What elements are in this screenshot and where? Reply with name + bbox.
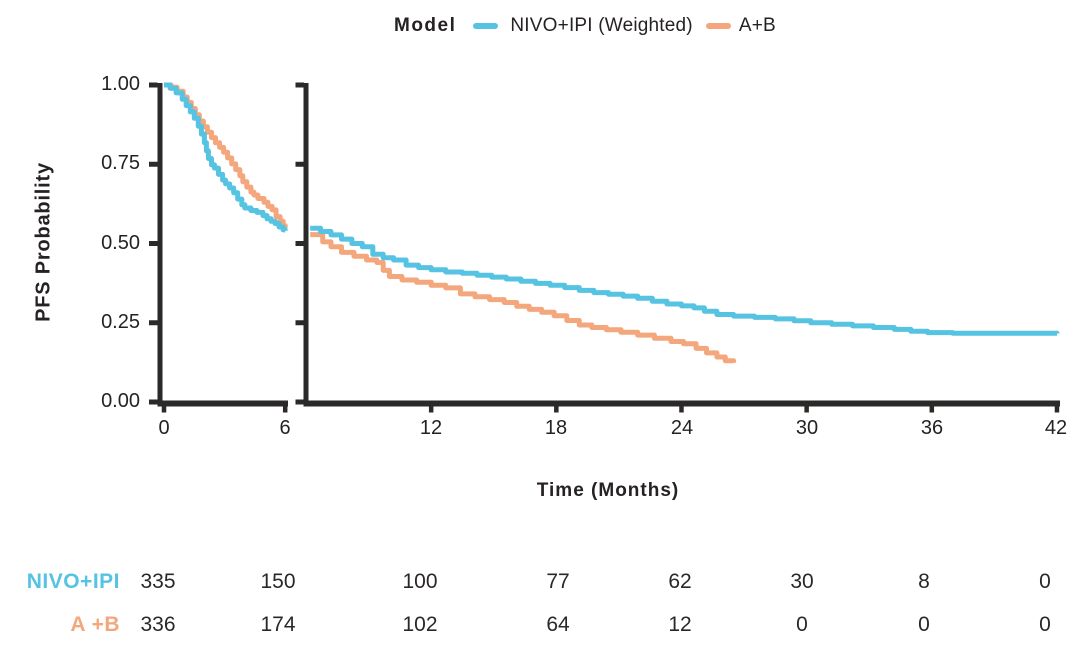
x-tick-12: 12 bbox=[419, 417, 443, 439]
legend: Model NIVO+IPI (Weighted) A+B bbox=[394, 13, 776, 39]
x-tick-24: 24 bbox=[670, 417, 694, 439]
legend-swatch-nivo-ipi-icon bbox=[473, 23, 499, 29]
risk-cell: 0 bbox=[1039, 613, 1051, 636]
y-tick-0.50: 0.50 bbox=[101, 232, 140, 254]
legend-title: Model bbox=[394, 15, 457, 36]
risk-cell: 100 bbox=[402, 570, 438, 593]
y-tick-1.00: 1.00 bbox=[101, 73, 140, 95]
x-tick-6: 6 bbox=[279, 417, 291, 439]
risk-cell: 0 bbox=[796, 613, 808, 636]
risk-cell: 30 bbox=[790, 570, 814, 593]
risk-cell: 62 bbox=[668, 570, 692, 593]
x-axis-label: Time (Months) bbox=[536, 480, 680, 501]
legend-swatch-ab-icon bbox=[705, 23, 731, 29]
km-curve-ab-right bbox=[310, 232, 737, 364]
risk-cell: 64 bbox=[546, 613, 570, 636]
legend-label-ab: A+B bbox=[738, 15, 776, 36]
risk-cell: 174 bbox=[260, 613, 296, 636]
km-plot bbox=[149, 82, 1060, 413]
legend-item-nivo-ipi: NIVO+IPI (Weighted) bbox=[473, 15, 693, 37]
risk-cell: 150 bbox=[260, 570, 296, 593]
km-curve-nivo-ipi-right bbox=[310, 225, 1060, 336]
y-tick-0.75: 0.75 bbox=[101, 152, 140, 174]
risk-row-label-ab: A +B bbox=[70, 613, 120, 636]
risk-cell: 77 bbox=[546, 570, 570, 593]
risk-cell: 8 bbox=[918, 570, 930, 593]
x-tick-18: 18 bbox=[544, 417, 568, 439]
x-tick-42: 42 bbox=[1044, 417, 1068, 439]
risk-cell: 102 bbox=[402, 613, 438, 636]
y-tick-0.25: 0.25 bbox=[101, 311, 140, 333]
risk-cell: 335 bbox=[140, 570, 176, 593]
x-tick-30: 30 bbox=[795, 417, 819, 439]
x-tick-36: 36 bbox=[920, 417, 944, 439]
km-curve-ab-left bbox=[164, 82, 288, 229]
risk-cell: 0 bbox=[918, 613, 930, 636]
legend-label-nivo-ipi: NIVO+IPI (Weighted) bbox=[510, 15, 693, 36]
risk-cell: 0 bbox=[1039, 570, 1051, 593]
legend-item-ab: A+B bbox=[705, 15, 776, 37]
x-tick-0: 0 bbox=[158, 417, 170, 439]
risk-row-label-nivo-ipi: NIVO+IPI bbox=[26, 570, 120, 593]
risk-cell: 336 bbox=[140, 613, 176, 636]
risk-cell: 12 bbox=[668, 613, 692, 636]
km-curve-nivo-ipi-left bbox=[164, 82, 288, 233]
y-tick-0.00: 0.00 bbox=[101, 390, 140, 412]
